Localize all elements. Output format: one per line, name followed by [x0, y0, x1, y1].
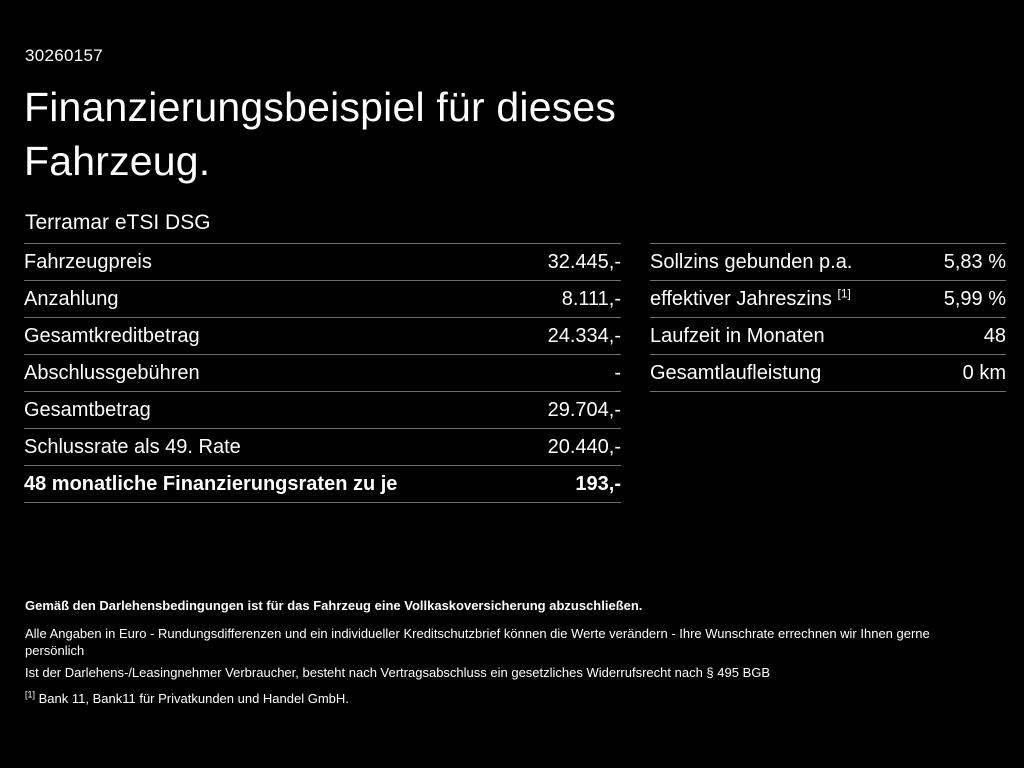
row-value: 0 km [962, 361, 1006, 384]
row-value: - [614, 361, 621, 384]
row-label: Sollzins gebunden p.a. [650, 250, 853, 273]
row-label: Gesamtkreditbetrag [24, 324, 200, 347]
row-value: 48 [983, 324, 1006, 347]
row-label: 48 monatliche Finanzierungsraten zu je [24, 472, 398, 495]
page-title: Finanzierungsbeispiel für dieses Fahrzeu… [24, 84, 617, 184]
row-label: Gesamtbetrag [24, 398, 151, 421]
table-row-schlussrate: Schlussrate als 49. Rate 20.440,- [24, 429, 621, 466]
table-row-monatsrate: 48 monatliche Finanzierungsraten zu je 1… [24, 466, 621, 503]
row-label: Anzahlung [24, 287, 119, 310]
footnote-reference: [1] [837, 285, 851, 300]
footnote-text: Bank 11, Bank11 für Privatkunden und Han… [38, 691, 349, 706]
financing-details-table: Fahrzeugpreis 32.445,- Anzahlung 8.111,-… [24, 243, 621, 503]
table-row-gesamtbetrag: Gesamtbetrag 29.704,- [24, 392, 621, 429]
legal-disclaimer: Gemäß den Darlehensbedingungen ist für d… [25, 597, 990, 707]
row-value: 32.445,- [547, 250, 621, 273]
vehicle-model: Terramar eTSI DSG [25, 211, 211, 234]
row-label: Laufzeit in Monaten [650, 324, 825, 347]
table-row-fahrzeugpreis: Fahrzeugpreis 32.445,- [24, 244, 621, 281]
row-label: Schlussrate als 49. Rate [24, 435, 241, 458]
financing-conditions-table: Sollzins gebunden p.a. 5,83 % effektiver… [650, 243, 1006, 392]
disclaimer-line-euro: Alle Angaben in Euro - Rundungsdifferenz… [25, 626, 930, 658]
reference-number: 30260157 [25, 46, 104, 65]
row-label: Gesamtlaufleistung [650, 361, 822, 384]
row-value: 5,99 % [943, 287, 1006, 310]
row-label-text: effektiver Jahreszins [650, 287, 832, 310]
table-row-laufzeit: Laufzeit in Monaten 48 [650, 318, 1006, 355]
footnote-bank: [1] Bank 11, Bank11 für Privatkunden und… [25, 690, 990, 707]
row-label: Abschlussgebühren [24, 361, 200, 384]
table-row-abschlussgebuehren: Abschlussgebühren - [24, 355, 621, 392]
row-value: 5,83 % [943, 250, 1006, 273]
disclaimer-line-insurance: Gemäß den Darlehensbedingungen ist für d… [25, 598, 643, 613]
table-row-gesamtlaufleistung: Gesamtlaufleistung 0 km [650, 355, 1006, 392]
disclaimer-line-widerruf: Ist der Darlehens-/Leasingnehmer Verbrau… [25, 665, 771, 680]
footnote-marker: [1] [25, 689, 36, 700]
table-row-anzahlung: Anzahlung 8.111,- [24, 281, 621, 318]
row-label: Fahrzeugpreis [24, 250, 152, 273]
table-row-effektiver-jahreszins: effektiver Jahreszins [1] 5,99 % [650, 281, 1006, 318]
row-value: 193,- [575, 472, 621, 495]
table-row-gesamtkreditbetrag: Gesamtkreditbetrag 24.334,- [24, 318, 621, 355]
table-row-sollzins: Sollzins gebunden p.a. 5,83 % [650, 244, 1006, 281]
row-value: 20.440,- [547, 435, 621, 458]
row-value: 24.334,- [547, 324, 621, 347]
row-value: 8.111,- [561, 287, 621, 310]
row-value: 29.704,- [547, 398, 621, 421]
row-label: effektiver Jahreszins [1] [650, 285, 851, 311]
